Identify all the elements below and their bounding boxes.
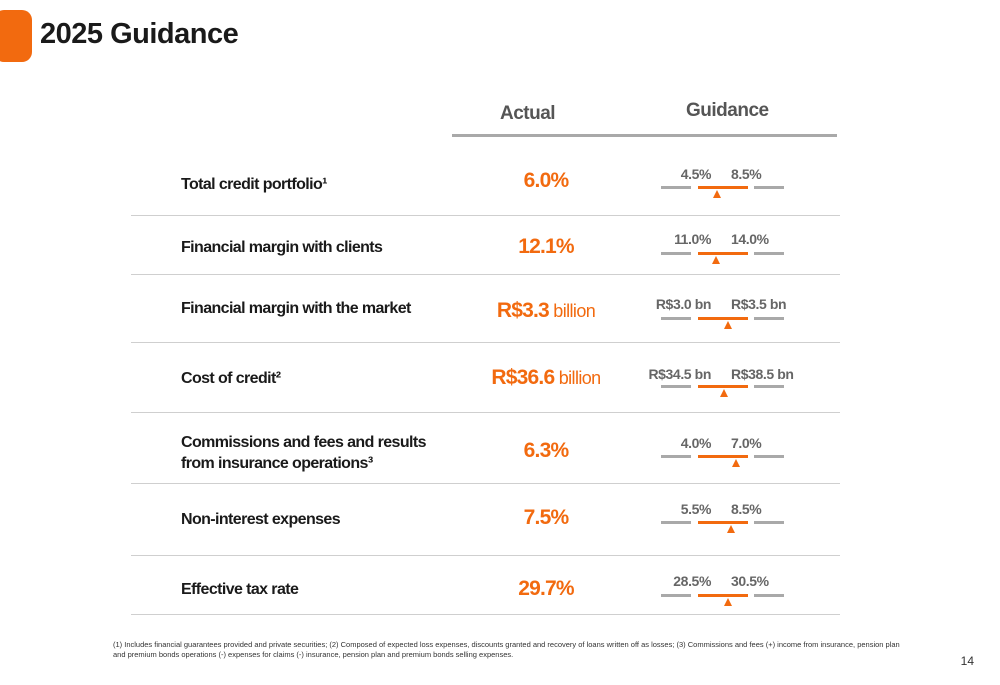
actual-value: 29.7% — [518, 577, 574, 600]
range-bar-right — [754, 521, 784, 524]
range-bar-guidance — [698, 252, 748, 255]
range-bar-right — [754, 385, 784, 388]
row-label: Effective tax rate — [181, 581, 299, 598]
table-row: Total credit portfolio¹ 6.0% 4.5% 8.5% — [131, 150, 840, 216]
actual-value: 12.1% — [518, 235, 574, 258]
range-bar-left — [661, 521, 691, 524]
row-label-line: from insurance operations³ — [181, 455, 373, 472]
actual-marker — [732, 459, 741, 467]
guidance-low: 11.0% — [674, 231, 711, 247]
range-bar-guidance — [698, 385, 748, 388]
range-bar-right — [754, 252, 784, 255]
range-bar-guidance — [698, 455, 748, 458]
table-row: Cost of credit² R$36.6 billion R$34.5 bn… — [131, 342, 840, 413]
range-bar-right — [754, 455, 784, 458]
column-header-guidance: Guidance — [686, 100, 769, 121]
range-bar-guidance — [698, 521, 748, 524]
row-label: Financial margin with the market — [181, 300, 411, 317]
row-label: Financial margin with clients — [181, 239, 383, 256]
actual-marker — [712, 256, 721, 264]
range-bar-left — [661, 186, 691, 189]
guidance-low: 5.5% — [680, 501, 712, 517]
table-row: Commissions and fees and results from in… — [131, 412, 840, 484]
guidance-low: 4.0% — [680, 435, 712, 451]
actual-marker — [720, 389, 729, 397]
guidance-low: 28.5% — [673, 573, 711, 589]
range-bar-left — [661, 455, 691, 458]
range-bar-left — [661, 252, 691, 255]
column-header-actual: Actual — [500, 103, 556, 124]
row-label: Cost of credit² — [181, 370, 281, 387]
guidance-high: 14.0% — [731, 231, 769, 247]
table-row: Non-interest expenses 7.5% 5.5% 8.5% — [131, 483, 840, 556]
guidance-low: R$3.0 bn — [655, 296, 712, 312]
actual-value: R$3.3 billion — [496, 299, 596, 322]
table-row: Financial margin with the market R$3.3 b… — [131, 274, 840, 343]
actual-value: 6.3% — [523, 439, 569, 462]
header-rule — [452, 134, 837, 137]
guidance-high: 7.0% — [731, 435, 762, 451]
actual-value: 7.5% — [523, 506, 569, 529]
range-bar-guidance — [698, 317, 748, 320]
page-title: 2025 Guidance — [40, 18, 239, 50]
range-bar-left — [661, 385, 691, 388]
guidance-high: R$3.5 bn — [731, 296, 787, 312]
row-label: Total credit portfolio¹ — [181, 176, 327, 193]
guidance-high: R$38.5 bn — [731, 366, 794, 382]
table-row: Financial margin with clients 12.1% 11.0… — [131, 215, 840, 275]
range-bar-guidance — [698, 594, 748, 597]
actual-marker — [712, 190, 721, 198]
actual-value: 6.0% — [523, 169, 569, 192]
row-label: Commissions and fees and results from in… — [181, 432, 426, 474]
actual-marker — [727, 525, 736, 533]
range-bar-right — [754, 186, 784, 189]
guidance-low: 4.5% — [680, 166, 712, 182]
actual-marker — [724, 598, 732, 606]
guidance-high: 8.5% — [731, 501, 762, 517]
range-bar-right — [754, 317, 784, 320]
row-label: Non-interest expenses — [181, 511, 341, 528]
guidance-low: R$34.5 bn — [648, 366, 711, 382]
range-bar-left — [661, 594, 691, 597]
range-bar-left — [661, 317, 691, 320]
guidance-high: 30.5% — [731, 573, 769, 589]
table-row: Effective tax rate 29.7% 28.5% 30.5% — [131, 555, 840, 615]
range-bar-guidance — [698, 186, 748, 189]
page-number: 14 — [960, 654, 974, 668]
footnote: (1) Includes financial guarantees provid… — [113, 640, 900, 659]
guidance-high: 8.5% — [731, 166, 762, 182]
row-label-line: Commissions and fees and results — [181, 434, 426, 451]
actual-value: R$36.6 billion — [491, 366, 601, 389]
brand-tab — [0, 10, 32, 62]
range-bar-right — [754, 594, 784, 597]
actual-marker — [724, 321, 732, 329]
